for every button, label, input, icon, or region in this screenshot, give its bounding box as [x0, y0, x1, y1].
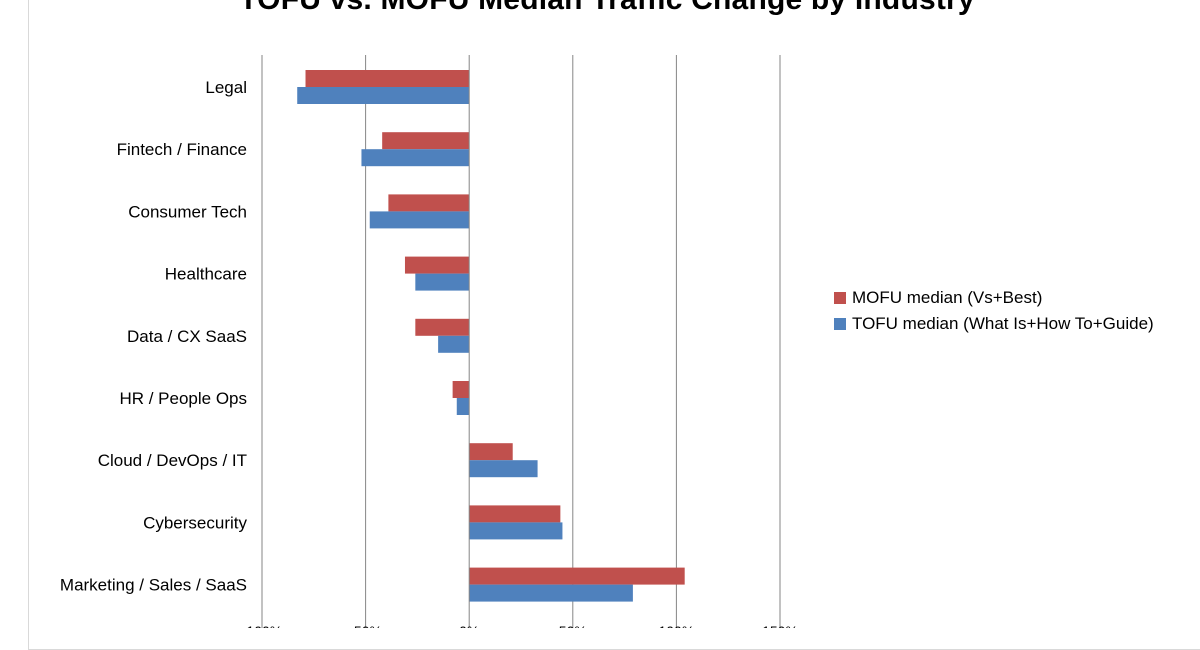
bar-mofu	[404, 256, 470, 274]
category-label: HR / People Ops	[119, 389, 247, 408]
category-label: Cybersecurity	[143, 513, 247, 532]
x-tick-label: 50%	[559, 623, 587, 628]
legend-item-mofu: MOFU median (Vs+Best)	[834, 285, 1154, 311]
bar-tofu	[469, 584, 633, 602]
category-label: Consumer Tech	[128, 202, 247, 221]
chart-title: TOFU vs. MOFU Median Traffic Change by I…	[0, 0, 1200, 17]
bar-mofu	[305, 70, 470, 87]
bar-mofu	[469, 567, 685, 585]
bar-tofu	[297, 87, 470, 104]
bar-tofu	[361, 149, 470, 167]
bar-mofu	[415, 318, 470, 336]
bar-tofu	[369, 211, 470, 229]
legend-swatch-mofu	[834, 292, 846, 304]
category-label: Data / CX SaaS	[127, 327, 247, 346]
x-tick-label: -50%	[349, 623, 382, 628]
x-tick-label: 0%	[459, 623, 479, 628]
category-labels: Legal Fintech / Finance Consumer Tech Healt…	[60, 78, 248, 595]
legend-item-tofu: TOFU median (What Is+How To+Guide)	[834, 311, 1154, 337]
bar-tofu	[415, 273, 470, 291]
bar-tofu	[438, 335, 470, 353]
category-label: Fintech / Finance	[117, 140, 247, 159]
bar-mofu	[452, 381, 470, 398]
x-tick-label: -100%	[242, 623, 282, 628]
legend-swatch-tofu	[834, 318, 846, 330]
category-label: Marketing / Sales / SaaS	[60, 576, 247, 595]
bar-tofu	[469, 460, 538, 478]
bar-mofu	[469, 443, 513, 461]
category-label: Cloud / DevOps / IT	[98, 451, 247, 470]
bars	[297, 70, 685, 602]
bar-chart: Legal Fintech / Finance Consumer Tech Healt…	[60, 55, 798, 628]
bar-mofu	[469, 505, 561, 523]
x-tick-labels: -100% -50% 0% 50% 100% 150%	[242, 623, 798, 628]
category-label: Legal	[205, 78, 247, 97]
x-tick-label: 100%	[658, 623, 694, 628]
legend-label-mofu: MOFU median (Vs+Best)	[852, 288, 1043, 307]
legend-label-tofu: TOFU median (What Is+How To+Guide)	[852, 314, 1154, 333]
bar-mofu	[382, 132, 470, 150]
gridlines	[261, 55, 781, 628]
bar-mofu	[388, 194, 470, 212]
category-label: Healthcare	[165, 265, 247, 284]
x-tick-label: 150%	[762, 623, 798, 628]
chart-frame	[28, 0, 1200, 650]
legend: MOFU median (Vs+Best) TOFU median (What …	[834, 285, 1154, 337]
bar-tofu	[456, 398, 470, 415]
bar-tofu	[469, 522, 563, 540]
